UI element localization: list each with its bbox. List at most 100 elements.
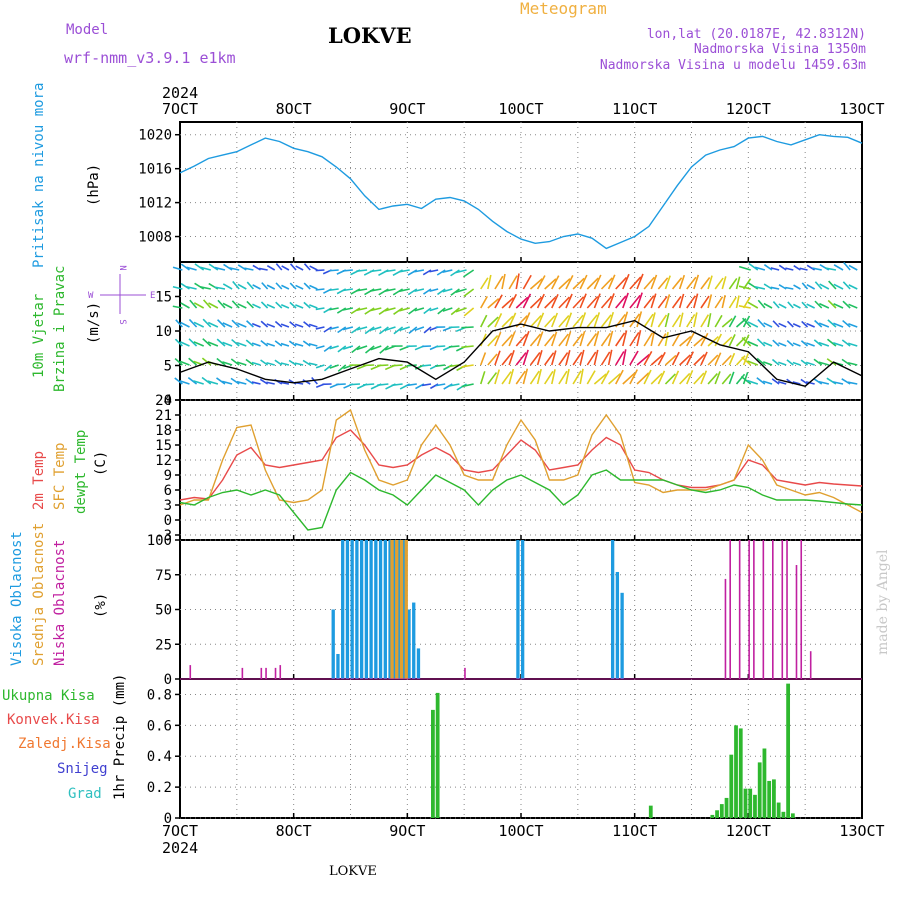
cloud-bar-2 (189, 665, 192, 679)
wind-arrow (643, 276, 655, 290)
wind-arrow (792, 323, 801, 328)
wind-arrow (843, 261, 851, 271)
wind-arrow (826, 358, 837, 366)
y-tick-label: 1020 (138, 128, 172, 144)
wind-arrow (848, 303, 858, 309)
wind-arrow (315, 288, 325, 291)
precip-bar (753, 794, 757, 818)
wind-arrow (522, 274, 532, 290)
wind-arrow (202, 318, 212, 328)
wind-arrow (800, 340, 809, 347)
precip-bar (748, 788, 753, 818)
wind-arrow (551, 293, 559, 309)
y-tick-label: 1008 (138, 230, 172, 246)
wind-arrow (586, 351, 597, 366)
wind-arrow (818, 341, 830, 347)
wind-arrow (622, 330, 628, 347)
wind-arrow (643, 369, 652, 385)
wind-arrow (593, 293, 601, 309)
wind-arrow (650, 354, 664, 366)
wind-arrow (778, 283, 787, 290)
wind-arrow (487, 274, 492, 290)
wind-arrow (826, 377, 837, 385)
wind-arrow (707, 373, 718, 385)
wind-arrow (364, 307, 375, 315)
wind-arrow (515, 333, 528, 347)
time-tick-label-top: 9OCT (389, 100, 425, 118)
wind-arrow (833, 322, 844, 328)
wind-arrow (260, 339, 269, 347)
cloud-bar-0 (355, 540, 359, 679)
wind-arrow (636, 330, 642, 347)
wind-arrow (593, 330, 600, 347)
wind-arrow (565, 350, 571, 366)
wind-vector-field (172, 261, 858, 391)
precip-bar (729, 754, 734, 818)
wind-arrow (819, 283, 830, 290)
wind-arrow (450, 307, 460, 316)
wind-arrow (266, 265, 276, 271)
wind-arrow (315, 326, 325, 330)
wind-arrow (172, 285, 183, 290)
wind-arrow (558, 333, 569, 347)
cloud-bar-2 (260, 667, 263, 679)
wind-arrow (370, 326, 382, 331)
wind-arrow (650, 274, 658, 290)
wind-arrow (275, 263, 283, 271)
wind-arrow (193, 321, 205, 328)
wind-arrow (342, 326, 354, 331)
wind-arrow (408, 307, 418, 315)
wind-arrow (251, 381, 261, 385)
wind-arrow (544, 352, 555, 366)
wind-arrow (747, 360, 759, 366)
wind-arrow (593, 274, 602, 290)
wind-arrow (671, 333, 681, 347)
wind-arrow (741, 337, 752, 347)
wind-arrow (435, 345, 446, 348)
cloud-bar-0 (364, 540, 369, 679)
wind-arrow (593, 349, 599, 366)
wind-ylabel-2: Brzina i Pravac (52, 266, 68, 392)
wind-arrow (193, 380, 204, 385)
wind-arrow (818, 322, 830, 328)
wind-arrow (487, 316, 499, 328)
wind-arrow (536, 331, 544, 347)
wind-arrow (246, 320, 254, 328)
cloud-bar-2 (786, 540, 788, 679)
top-time-axis: 7OCT 8OCT 9OCT 10OCT 11OCT 12OCT 13OCT (162, 100, 885, 118)
wind-arrow (232, 280, 240, 290)
wind-arrow (377, 383, 389, 386)
wind-arrow (593, 312, 601, 328)
series-line-2-0 (179, 429, 863, 501)
cloud-bar-0 (397, 540, 402, 679)
wind-arrow (217, 299, 226, 309)
wind-arrow (848, 323, 858, 328)
wind-arrow (515, 296, 529, 309)
data-marks (179, 133, 863, 818)
wind-arrow (786, 320, 794, 328)
wind-arrow (356, 288, 368, 292)
wind-arrow (377, 364, 389, 367)
wind-arrow (414, 288, 425, 293)
wind-arrow (763, 264, 773, 271)
wind-arrow (329, 326, 339, 330)
wind-arrow (747, 379, 759, 385)
wind-arrow (442, 288, 453, 293)
wind-arrow (246, 300, 254, 309)
wind-arrow (391, 364, 403, 367)
wind-arrow (721, 373, 732, 385)
precip-bar (710, 814, 715, 818)
year-top: 2024 (162, 84, 198, 102)
wind-arrow (814, 281, 823, 290)
wind-arrow (280, 381, 290, 385)
wind-arrow (686, 370, 694, 385)
wind-arrow (216, 338, 226, 347)
wind-arrow (707, 313, 712, 328)
precip-bar (757, 762, 762, 818)
wind-arrow (786, 339, 794, 347)
wind-arrow (244, 267, 254, 271)
wind-arrow (572, 333, 583, 347)
y-tick-label: 0.2 (147, 780, 172, 796)
wind-arrow (175, 319, 183, 328)
y-tick-label: 12 (155, 453, 172, 469)
